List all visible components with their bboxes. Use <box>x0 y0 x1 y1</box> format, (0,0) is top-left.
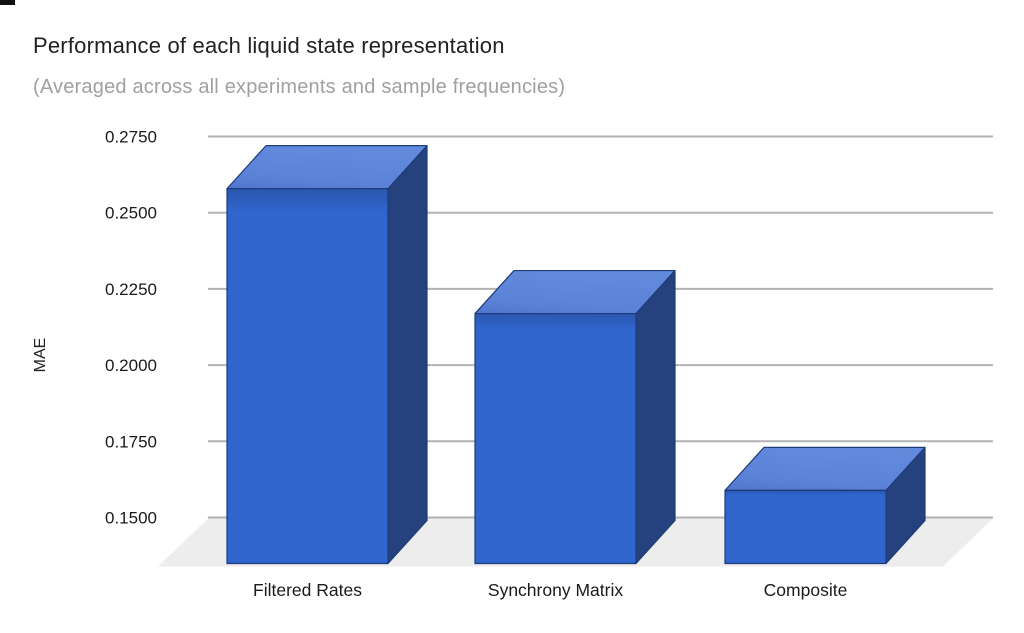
x-category-label: Composite <box>764 580 848 600</box>
chart-title: Performance of each liquid state represe… <box>33 33 505 58</box>
bar-front-face <box>226 187 389 565</box>
x-category-label: Filtered Rates <box>253 580 362 600</box>
y-tick-label: 0.2250 <box>105 280 157 299</box>
chart-subtitle: (Averaged across all experiments and sam… <box>33 76 566 98</box>
bar-front-face <box>474 312 637 565</box>
bar-side-face <box>387 144 428 565</box>
y-tick-label: 0.1500 <box>105 509 157 528</box>
y-tick-label: 0.1750 <box>105 432 157 451</box>
y-tick-label: 0.2750 <box>105 128 157 147</box>
bar-side-face <box>635 269 676 565</box>
bar-filtered-rates <box>226 144 428 565</box>
y-tick-label: 0.2000 <box>105 356 157 375</box>
screenshot-artifact-mark <box>0 0 15 5</box>
bar-synchrony-matrix <box>474 269 676 565</box>
x-category-label: Synchrony Matrix <box>488 580 623 600</box>
y-tick-label: 0.2500 <box>105 204 157 223</box>
bar-composite <box>724 446 926 565</box>
bar-front-face <box>724 489 887 565</box>
